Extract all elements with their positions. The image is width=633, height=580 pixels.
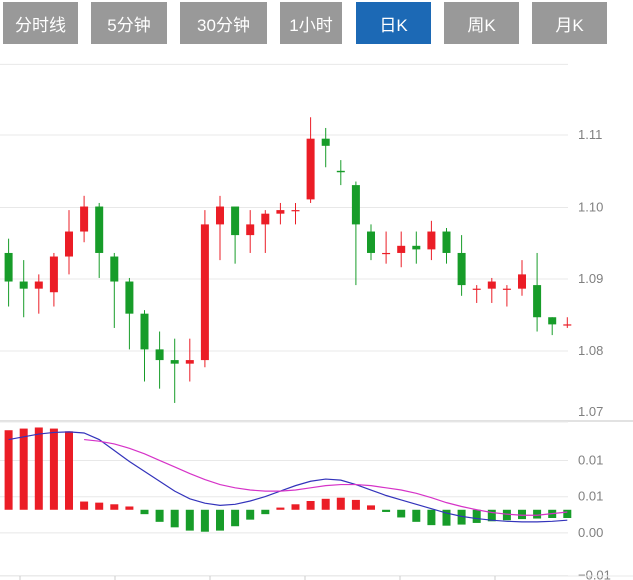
svg-text:1.07: 1.07 [578,404,603,419]
svg-text:1.08: 1.08 [578,343,603,358]
svg-text:−0.01: −0.01 [578,568,611,580]
svg-text:0.01: 0.01 [578,489,603,504]
svg-text:1.10: 1.10 [578,200,603,215]
svg-text:1.11: 1.11 [578,127,602,142]
svg-text:0.00: 0.00 [578,525,603,540]
svg-text:0.01: 0.01 [578,453,603,468]
svg-text:1.09: 1.09 [578,271,603,286]
